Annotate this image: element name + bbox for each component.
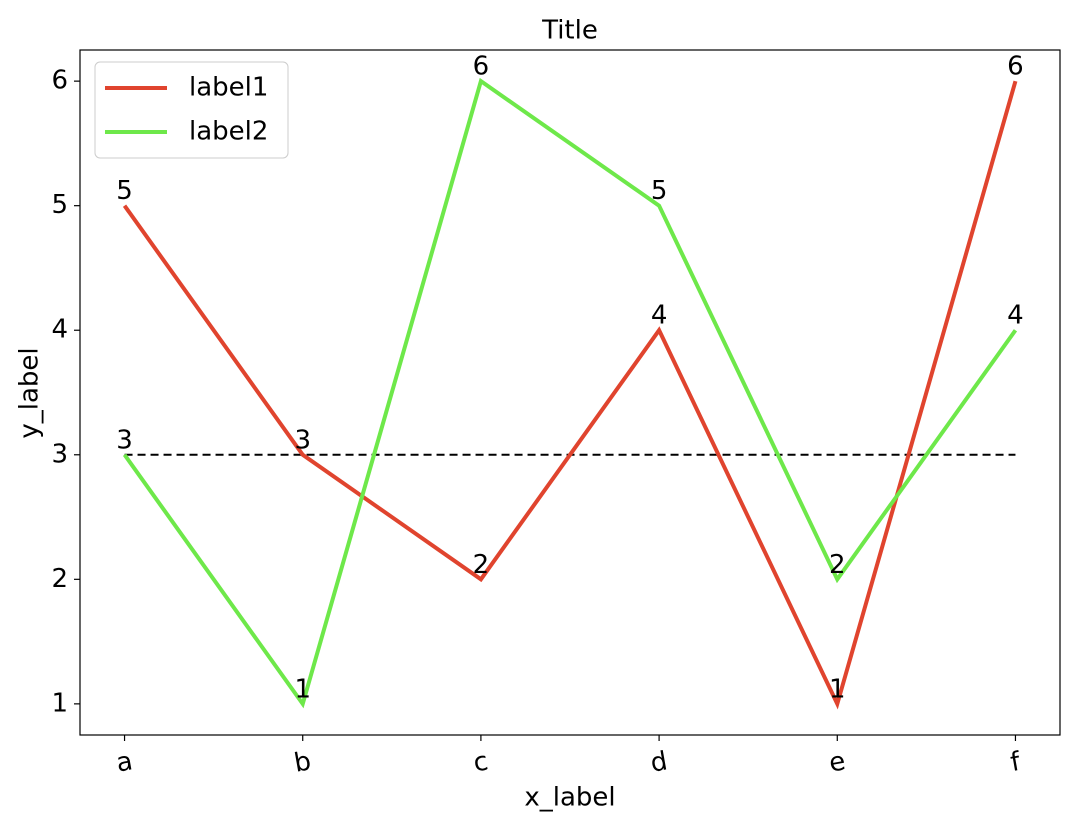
y-tick-label: 3 [51, 439, 68, 469]
y-tick-label: 5 [51, 190, 68, 220]
x-tick-label: a [114, 746, 135, 778]
plot-frame [79, 49, 1061, 736]
data-label: 3 [294, 425, 311, 455]
series-line [122, 80, 1018, 710]
x-tick-label: b [292, 746, 313, 778]
legend-label: label2 [189, 117, 268, 147]
y-tick-label: 1 [51, 688, 68, 718]
y-tick-label: 4 [51, 315, 68, 345]
data-label: 6 [1007, 52, 1024, 82]
data-label: 1 [829, 674, 846, 704]
data-label: 4 [651, 301, 668, 331]
x-axis-label: x_label [524, 783, 615, 813]
data-label: 3 [116, 425, 133, 455]
legend-label: label1 [189, 73, 268, 103]
x-tick-label: c [471, 746, 490, 778]
chart-title: Title [541, 16, 598, 46]
data-label: 4 [1007, 301, 1024, 331]
x-tick-label: f [1008, 747, 1023, 778]
series-line [122, 77, 1018, 709]
data-label: 5 [116, 176, 133, 206]
x-tick-label: e [827, 746, 848, 778]
y-tick-label: 2 [51, 564, 68, 594]
data-label: 6 [473, 52, 490, 82]
y-tick-label: 6 [51, 66, 68, 96]
y-axis-label: y_label [15, 347, 45, 438]
data-label: 2 [473, 550, 490, 580]
data-label: 2 [829, 550, 846, 580]
data-label: 1 [294, 674, 311, 704]
data-label: 5 [651, 176, 668, 206]
x-tick-label: d [648, 746, 669, 778]
